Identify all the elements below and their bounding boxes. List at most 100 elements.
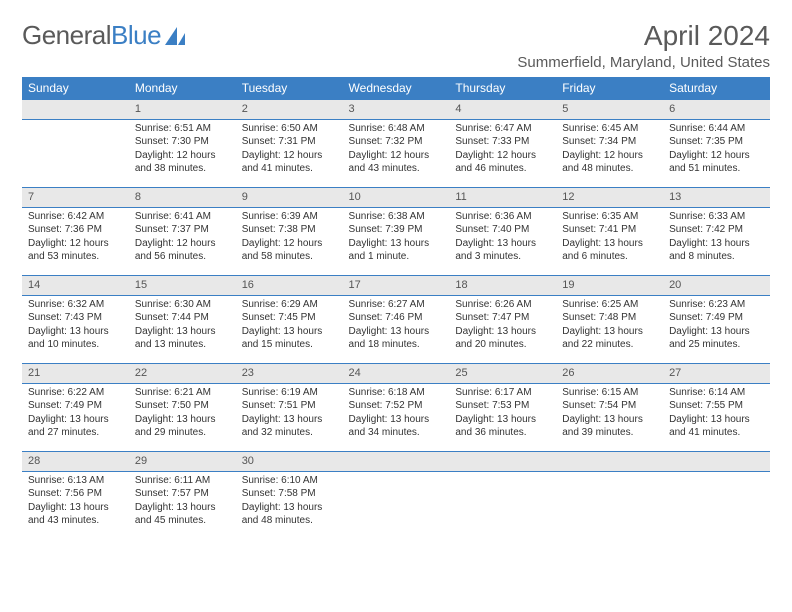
calendar-cell: 23Sunrise: 6:19 AMSunset: 7:51 PMDayligh… [236,363,343,451]
weekday-header: Tuesday [236,77,343,99]
calendar-week-row: 7Sunrise: 6:42 AMSunset: 7:36 PMDaylight… [22,187,770,275]
day-number-bar: 15 [129,275,236,296]
day-number-bar [22,99,129,120]
calendar-cell: 10Sunrise: 6:38 AMSunset: 7:39 PMDayligh… [343,187,450,275]
daylight-line: Daylight: 13 hours and 39 minutes. [562,413,657,440]
sunrise-line: Sunrise: 6:35 AM [562,210,657,224]
calendar-cell: 24Sunrise: 6:18 AMSunset: 7:52 PMDayligh… [343,363,450,451]
daylight-line: Daylight: 13 hours and 32 minutes. [242,413,337,440]
daylight-line: Daylight: 12 hours and 53 minutes. [28,237,123,264]
daylight-line: Daylight: 12 hours and 41 minutes. [242,149,337,176]
day-number-bar: 13 [663,187,770,208]
header: GeneralBlue April 2024 Summerfield, Mary… [22,20,770,71]
weekday-header: Thursday [449,77,556,99]
calendar-cell: 8Sunrise: 6:41 AMSunset: 7:37 PMDaylight… [129,187,236,275]
day-content: Sunrise: 6:21 AMSunset: 7:50 PMDaylight:… [129,384,236,444]
day-content: Sunrise: 6:30 AMSunset: 7:44 PMDaylight:… [129,296,236,356]
calendar-cell: 19Sunrise: 6:25 AMSunset: 7:48 PMDayligh… [556,275,663,363]
weekday-header: Wednesday [343,77,450,99]
day-content: Sunrise: 6:19 AMSunset: 7:51 PMDaylight:… [236,384,343,444]
daylight-line: Daylight: 12 hours and 43 minutes. [349,149,444,176]
daylight-line: Daylight: 12 hours and 56 minutes. [135,237,230,264]
day-number-bar: 12 [556,187,663,208]
day-number-bar: 4 [449,99,556,120]
calendar-cell: 22Sunrise: 6:21 AMSunset: 7:50 PMDayligh… [129,363,236,451]
day-content: Sunrise: 6:39 AMSunset: 7:38 PMDaylight:… [236,208,343,268]
weekday-header: Monday [129,77,236,99]
sunset-line: Sunset: 7:50 PM [135,399,230,413]
daylight-line: Daylight: 13 hours and 1 minute. [349,237,444,264]
sunrise-line: Sunrise: 6:41 AM [135,210,230,224]
calendar-cell: 20Sunrise: 6:23 AMSunset: 7:49 PMDayligh… [663,275,770,363]
sunset-line: Sunset: 7:47 PM [455,311,550,325]
day-number-bar: 30 [236,451,343,472]
calendar-cell: 3Sunrise: 6:48 AMSunset: 7:32 PMDaylight… [343,99,450,187]
daylight-line: Daylight: 13 hours and 25 minutes. [669,325,764,352]
day-number-bar: 14 [22,275,129,296]
day-number-bar: 10 [343,187,450,208]
daylight-line: Daylight: 12 hours and 48 minutes. [562,149,657,176]
daylight-line: Daylight: 13 hours and 43 minutes. [28,501,123,528]
calendar-cell: 4Sunrise: 6:47 AMSunset: 7:33 PMDaylight… [449,99,556,187]
day-number-bar: 18 [449,275,556,296]
daylight-line: Daylight: 13 hours and 6 minutes. [562,237,657,264]
day-number-bar: 5 [556,99,663,120]
calendar-cell: 26Sunrise: 6:15 AMSunset: 7:54 PMDayligh… [556,363,663,451]
calendar-cell [663,451,770,539]
sunset-line: Sunset: 7:37 PM [135,223,230,237]
day-number-bar: 2 [236,99,343,120]
day-content: Sunrise: 6:51 AMSunset: 7:30 PMDaylight:… [129,120,236,180]
daylight-line: Daylight: 13 hours and 22 minutes. [562,325,657,352]
day-content: Sunrise: 6:47 AMSunset: 7:33 PMDaylight:… [449,120,556,180]
calendar-cell: 7Sunrise: 6:42 AMSunset: 7:36 PMDaylight… [22,187,129,275]
daylight-line: Daylight: 13 hours and 34 minutes. [349,413,444,440]
sunrise-line: Sunrise: 6:51 AM [135,122,230,136]
day-content: Sunrise: 6:36 AMSunset: 7:40 PMDaylight:… [449,208,556,268]
sunrise-line: Sunrise: 6:22 AM [28,386,123,400]
sunrise-line: Sunrise: 6:39 AM [242,210,337,224]
day-number-bar: 24 [343,363,450,384]
calendar-cell: 28Sunrise: 6:13 AMSunset: 7:56 PMDayligh… [22,451,129,539]
day-content: Sunrise: 6:25 AMSunset: 7:48 PMDaylight:… [556,296,663,356]
day-number-bar: 16 [236,275,343,296]
daylight-line: Daylight: 12 hours and 46 minutes. [455,149,550,176]
sunset-line: Sunset: 7:32 PM [349,135,444,149]
sunrise-line: Sunrise: 6:26 AM [455,298,550,312]
calendar-cell: 17Sunrise: 6:27 AMSunset: 7:46 PMDayligh… [343,275,450,363]
daylight-line: Daylight: 12 hours and 51 minutes. [669,149,764,176]
sunset-line: Sunset: 7:43 PM [28,311,123,325]
day-content: Sunrise: 6:13 AMSunset: 7:56 PMDaylight:… [22,472,129,532]
day-number-bar: 7 [22,187,129,208]
day-content: Sunrise: 6:14 AMSunset: 7:55 PMDaylight:… [663,384,770,444]
calendar-cell: 30Sunrise: 6:10 AMSunset: 7:58 PMDayligh… [236,451,343,539]
sunrise-line: Sunrise: 6:21 AM [135,386,230,400]
day-number-bar: 6 [663,99,770,120]
day-number-bar: 26 [556,363,663,384]
calendar-cell: 12Sunrise: 6:35 AMSunset: 7:41 PMDayligh… [556,187,663,275]
month-title: April 2024 [517,20,770,52]
daylight-line: Daylight: 13 hours and 15 minutes. [242,325,337,352]
weekday-header: Saturday [663,77,770,99]
day-number-bar [343,451,450,472]
sunset-line: Sunset: 7:53 PM [455,399,550,413]
daylight-line: Daylight: 13 hours and 13 minutes. [135,325,230,352]
weekday-header: Sunday [22,77,129,99]
day-number-bar: 1 [129,99,236,120]
calendar-cell: 5Sunrise: 6:45 AMSunset: 7:34 PMDaylight… [556,99,663,187]
daylight-line: Daylight: 13 hours and 20 minutes. [455,325,550,352]
day-number-bar: 22 [129,363,236,384]
calendar-cell [343,451,450,539]
sunset-line: Sunset: 7:33 PM [455,135,550,149]
title-block: April 2024 Summerfield, Maryland, United… [517,20,770,71]
sunrise-line: Sunrise: 6:13 AM [28,474,123,488]
sunset-line: Sunset: 7:31 PM [242,135,337,149]
day-number-bar [663,451,770,472]
day-content: Sunrise: 6:45 AMSunset: 7:34 PMDaylight:… [556,120,663,180]
calendar-cell: 11Sunrise: 6:36 AMSunset: 7:40 PMDayligh… [449,187,556,275]
calendar-cell: 18 Sunrise: 6:26 AMSunset: 7:47 PMDayligh… [449,275,556,363]
sunrise-line: Sunrise: 6:25 AM [562,298,657,312]
sunset-line: Sunset: 7:57 PM [135,487,230,501]
calendar-cell: 21Sunrise: 6:22 AMSunset: 7:49 PMDayligh… [22,363,129,451]
daylight-line: Daylight: 13 hours and 18 minutes. [349,325,444,352]
day-number-bar: 20 [663,275,770,296]
